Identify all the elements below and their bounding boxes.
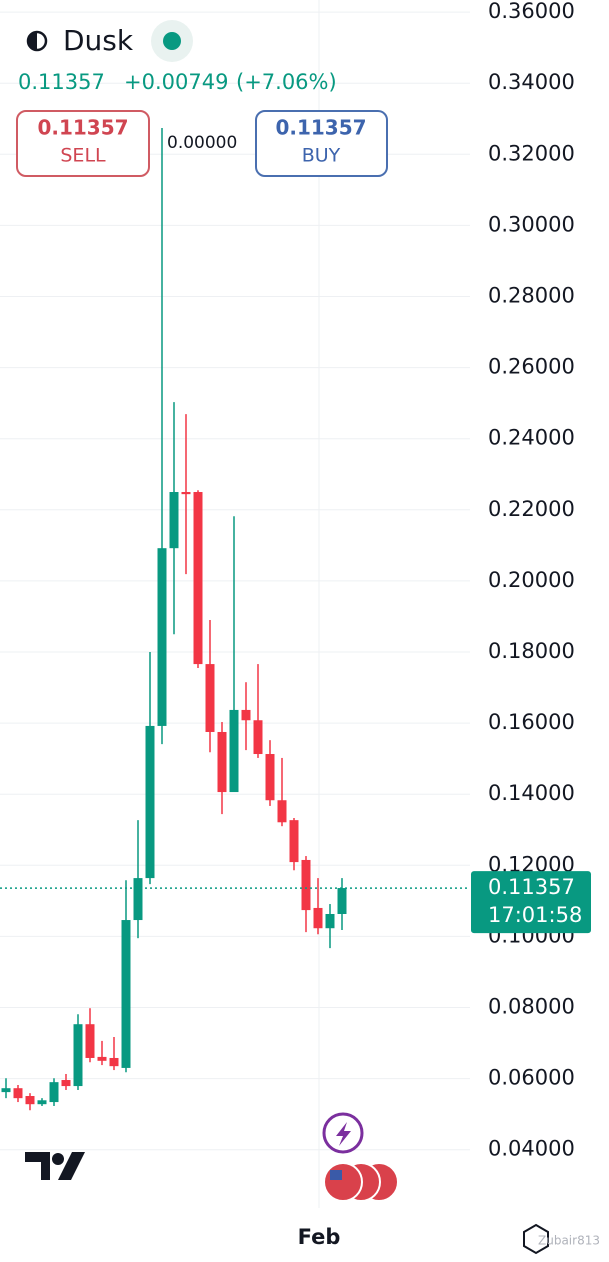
candle-body <box>133 878 143 921</box>
candle-body <box>49 1082 59 1103</box>
last-price: 0.11357 <box>18 70 105 94</box>
y-tick-label: 0.36000 <box>488 0 575 23</box>
spread: 0.00000 <box>167 133 237 153</box>
settings-icon[interactable] <box>523 1223 549 1255</box>
price-tag <box>471 871 591 934</box>
candle-body <box>25 1096 35 1105</box>
candle-body <box>13 1088 23 1099</box>
candle-body <box>289 820 299 863</box>
tv-logo <box>25 1152 50 1180</box>
sell-price: 0.11357 <box>37 116 128 140</box>
buy-button[interactable] <box>255 110 388 177</box>
symbol-name[interactable]: Dusk <box>63 24 134 57</box>
flag-icon[interactable] <box>323 1162 363 1202</box>
y-tick-label: 0.24000 <box>488 426 575 450</box>
candle-body <box>97 1056 107 1061</box>
candle-body <box>121 920 131 1068</box>
candle-body <box>1 1088 11 1093</box>
candle-body <box>73 1024 83 1087</box>
candle-body <box>37 1100 47 1105</box>
symbol-icon-half <box>28 32 37 50</box>
candle-body <box>85 1024 95 1058</box>
candle-body <box>145 725 155 879</box>
y-tick-label: 0.26000 <box>488 355 575 379</box>
buy-label: BUY <box>302 145 341 167</box>
buy-price: 0.11357 <box>275 116 366 140</box>
status-dot <box>163 32 181 50</box>
candle-body <box>253 720 263 755</box>
y-tick-label: 0.34000 <box>488 70 575 94</box>
candle-body <box>241 709 251 721</box>
candle-body <box>181 492 191 495</box>
candle-body <box>265 754 275 801</box>
y-tick-label: 0.14000 <box>488 781 575 805</box>
y-tick-label: 0.22000 <box>488 497 575 521</box>
candle-body <box>109 1057 119 1067</box>
price-change: +0.00749 <box>124 70 228 94</box>
y-tick-label: 0.06000 <box>488 1066 575 1090</box>
candle-body <box>313 907 323 929</box>
candle-body <box>277 800 287 823</box>
price-change-pct: (+7.06%) <box>236 70 337 94</box>
candle-body <box>193 492 203 665</box>
candle-body <box>217 731 227 793</box>
y-tick-label: 0.16000 <box>488 710 575 734</box>
event-bolt <box>336 1122 351 1146</box>
candle-body <box>229 709 239 793</box>
tv-logo-slash <box>58 1152 85 1180</box>
candle-body <box>301 859 311 911</box>
candle-body <box>61 1080 71 1087</box>
sell-button[interactable] <box>16 110 150 177</box>
y-tick-label: 0.30000 <box>488 212 575 236</box>
price-tag-value: 0.11357 <box>488 875 575 899</box>
candle-body <box>337 888 347 914</box>
flag-canton <box>330 1170 342 1180</box>
x-tick-label: Feb <box>298 1225 341 1249</box>
y-tick-label: 0.20000 <box>488 568 575 592</box>
watermark: Zubair813 <box>538 1234 600 1248</box>
candle-body <box>205 664 215 732</box>
y-tick-label: 0.28000 <box>488 283 575 307</box>
tv-logo-dot <box>52 1153 64 1165</box>
y-tick-label: 0.32000 <box>488 141 575 165</box>
candle-body <box>325 913 335 929</box>
y-tick-label: 0.04000 <box>488 1137 575 1161</box>
sell-label: SELL <box>60 145 106 167</box>
candle-body <box>169 492 179 549</box>
candle-body <box>157 548 167 726</box>
y-tick-label: 0.08000 <box>488 994 575 1018</box>
price-tag-countdown: 17:01:58 <box>488 903 582 927</box>
y-tick-label: 0.18000 <box>488 639 575 663</box>
